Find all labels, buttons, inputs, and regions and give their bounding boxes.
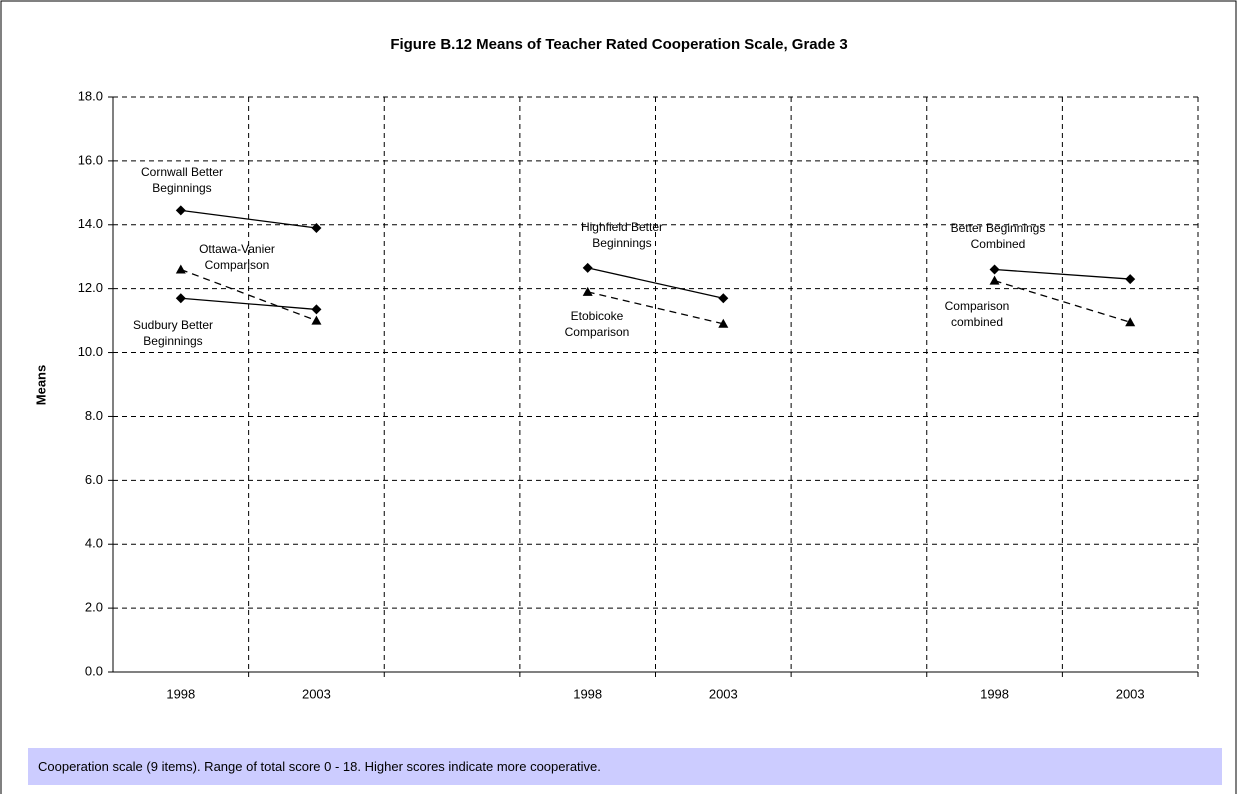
series-line xyxy=(180,297,317,311)
diamond-marker xyxy=(989,264,1000,275)
triangle-marker xyxy=(582,286,593,296)
y-tick-label: 12.0 xyxy=(78,280,103,295)
series-label: Better Beginnings Combined xyxy=(950,221,1046,251)
y-tick-label: 4.0 xyxy=(85,536,103,551)
y-tick-label: 0.0 xyxy=(85,663,103,678)
y-tick-label: 2.0 xyxy=(85,600,103,615)
diamond-marker xyxy=(1125,274,1136,285)
x-tick-label: 1998 xyxy=(166,686,195,701)
series-label: Etobicoke Comparison xyxy=(564,309,630,339)
triangle-marker xyxy=(1125,317,1136,327)
x-tick-label: 1998 xyxy=(573,686,602,701)
diamond-marker xyxy=(175,205,186,216)
y-tick-label: 6.0 xyxy=(85,472,103,487)
x-tick-label: 1998 xyxy=(980,686,1009,701)
series-label: Cornwall Better Beginnings xyxy=(140,165,224,195)
series-line xyxy=(994,268,1131,280)
series-line xyxy=(180,268,317,322)
diamond-marker xyxy=(311,304,322,315)
diamond-marker xyxy=(582,262,593,273)
triangle-marker xyxy=(718,318,729,328)
triangle-marker xyxy=(311,315,322,325)
x-tick-label: 2003 xyxy=(1116,686,1145,701)
diamond-marker xyxy=(175,293,186,304)
y-tick-label: 8.0 xyxy=(85,408,103,423)
y-tick-label: 10.0 xyxy=(78,344,103,359)
y-axis-label: Means xyxy=(33,365,48,405)
series-label: Highfield Better Beginnings xyxy=(580,220,664,250)
diamond-marker xyxy=(311,222,322,233)
series-label: Ottawa-Vanier Comparison xyxy=(199,242,275,272)
triangle-marker xyxy=(989,275,1000,285)
y-tick-label: 16.0 xyxy=(78,152,103,167)
triangle-marker xyxy=(175,264,186,274)
footnote: Cooperation scale (9 items). Range of to… xyxy=(28,748,1222,785)
series-label: Comparison combined xyxy=(944,299,1010,329)
y-tick-label: 18.0 xyxy=(78,88,103,103)
series-line xyxy=(587,267,724,299)
diamond-marker xyxy=(718,293,729,304)
chart-title: Figure B.12 Means of Teacher Rated Coope… xyxy=(390,36,847,53)
x-tick-label: 2003 xyxy=(302,686,331,701)
series-line xyxy=(180,209,317,229)
y-tick-label: 14.0 xyxy=(78,216,103,231)
x-tick-label: 2003 xyxy=(709,686,738,701)
series-label: Sudbury Better Beginnings xyxy=(132,318,214,348)
